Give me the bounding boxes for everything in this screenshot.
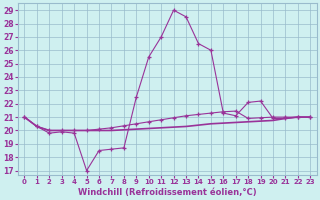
X-axis label: Windchill (Refroidissement éolien,°C): Windchill (Refroidissement éolien,°C) xyxy=(78,188,257,197)
